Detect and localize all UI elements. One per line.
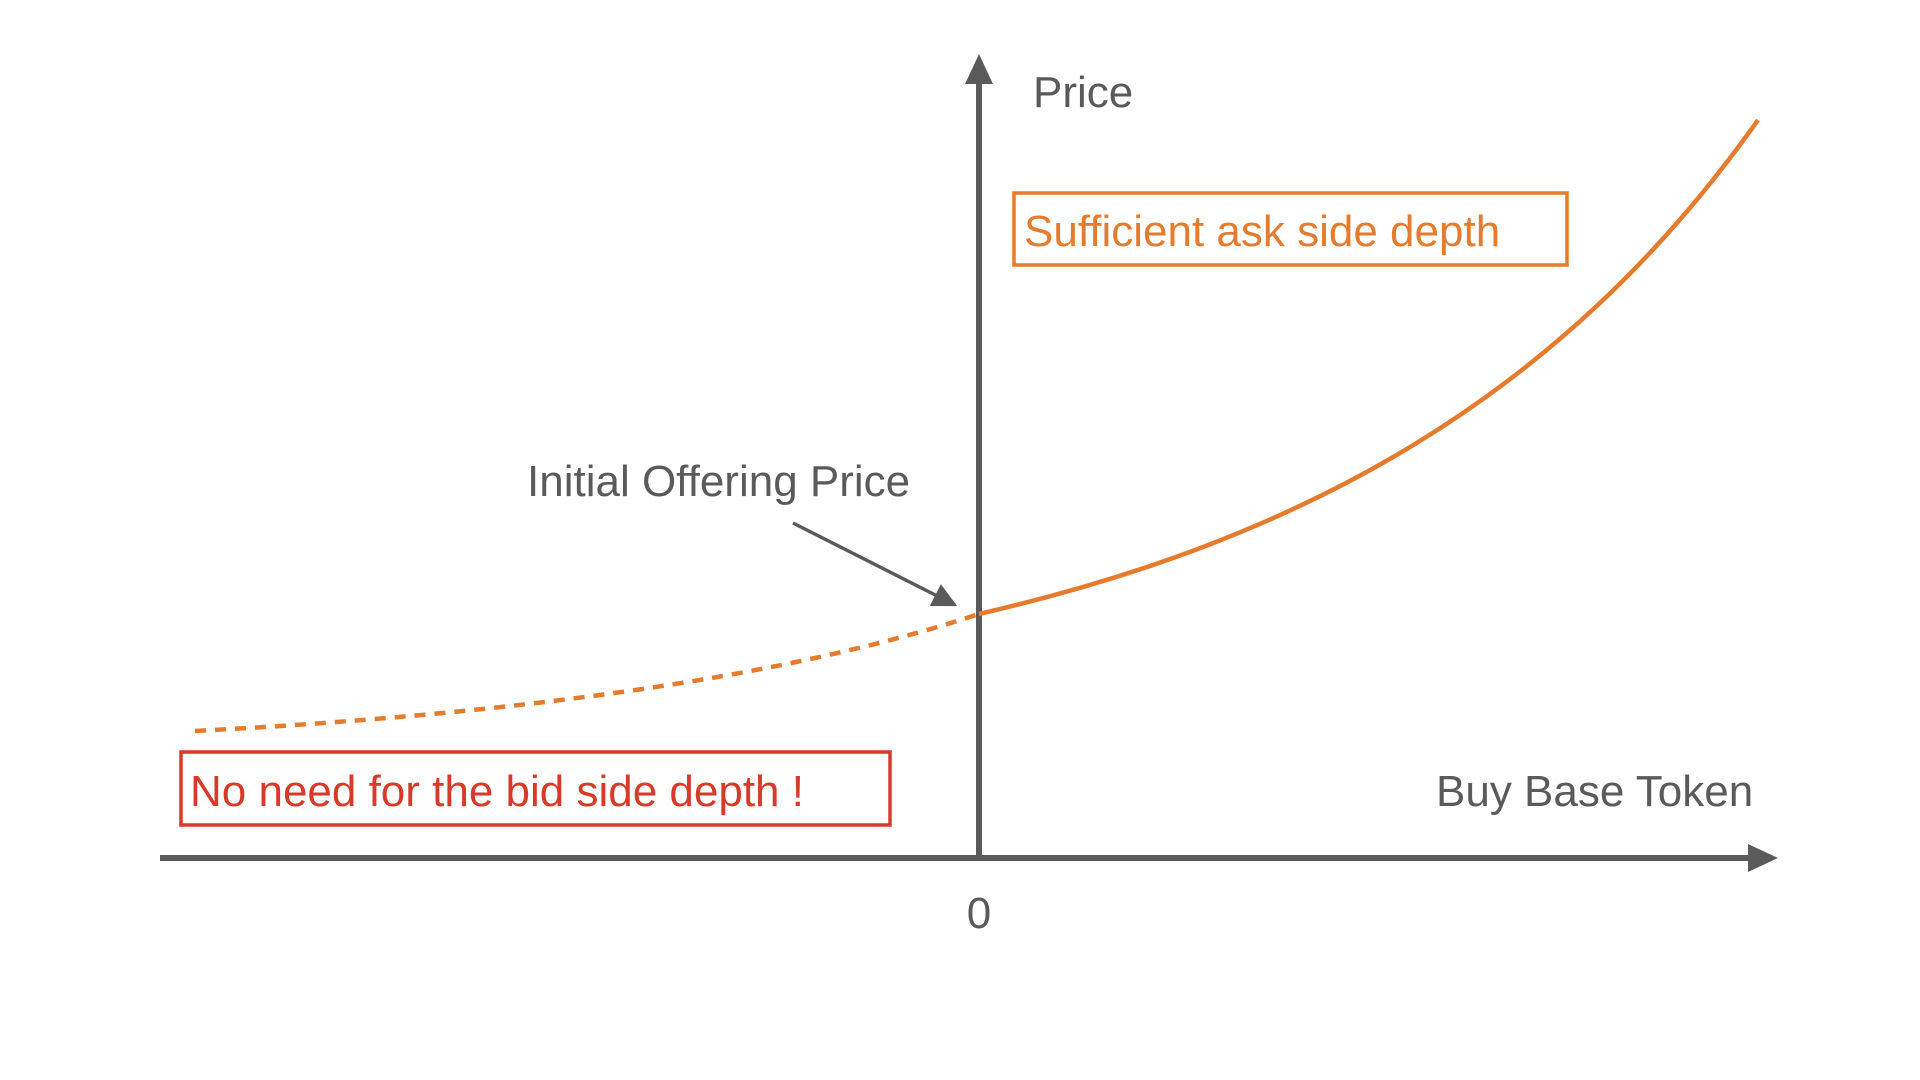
bid-side-label: No need for the bid side depth ! bbox=[190, 767, 804, 816]
y-axis-arrowhead bbox=[965, 54, 993, 84]
initial-price-pointer-arrow bbox=[792, 521, 958, 607]
ask-side-label: Sufficient ask side depth bbox=[1024, 207, 1500, 256]
x-axis-label: Buy Base Token bbox=[1436, 767, 1753, 816]
ask-side-curve bbox=[978, 118, 1760, 617]
origin-label: 0 bbox=[967, 889, 991, 938]
bid-side-box bbox=[179, 750, 892, 827]
ask-side-box bbox=[1012, 191, 1569, 267]
x-axis-arrowhead bbox=[1748, 844, 1778, 872]
initial-offering-price-label: Initial Offering Price bbox=[527, 457, 910, 506]
bid-side-curve bbox=[194, 611, 980, 734]
y-axis-label: Price bbox=[1033, 68, 1133, 117]
